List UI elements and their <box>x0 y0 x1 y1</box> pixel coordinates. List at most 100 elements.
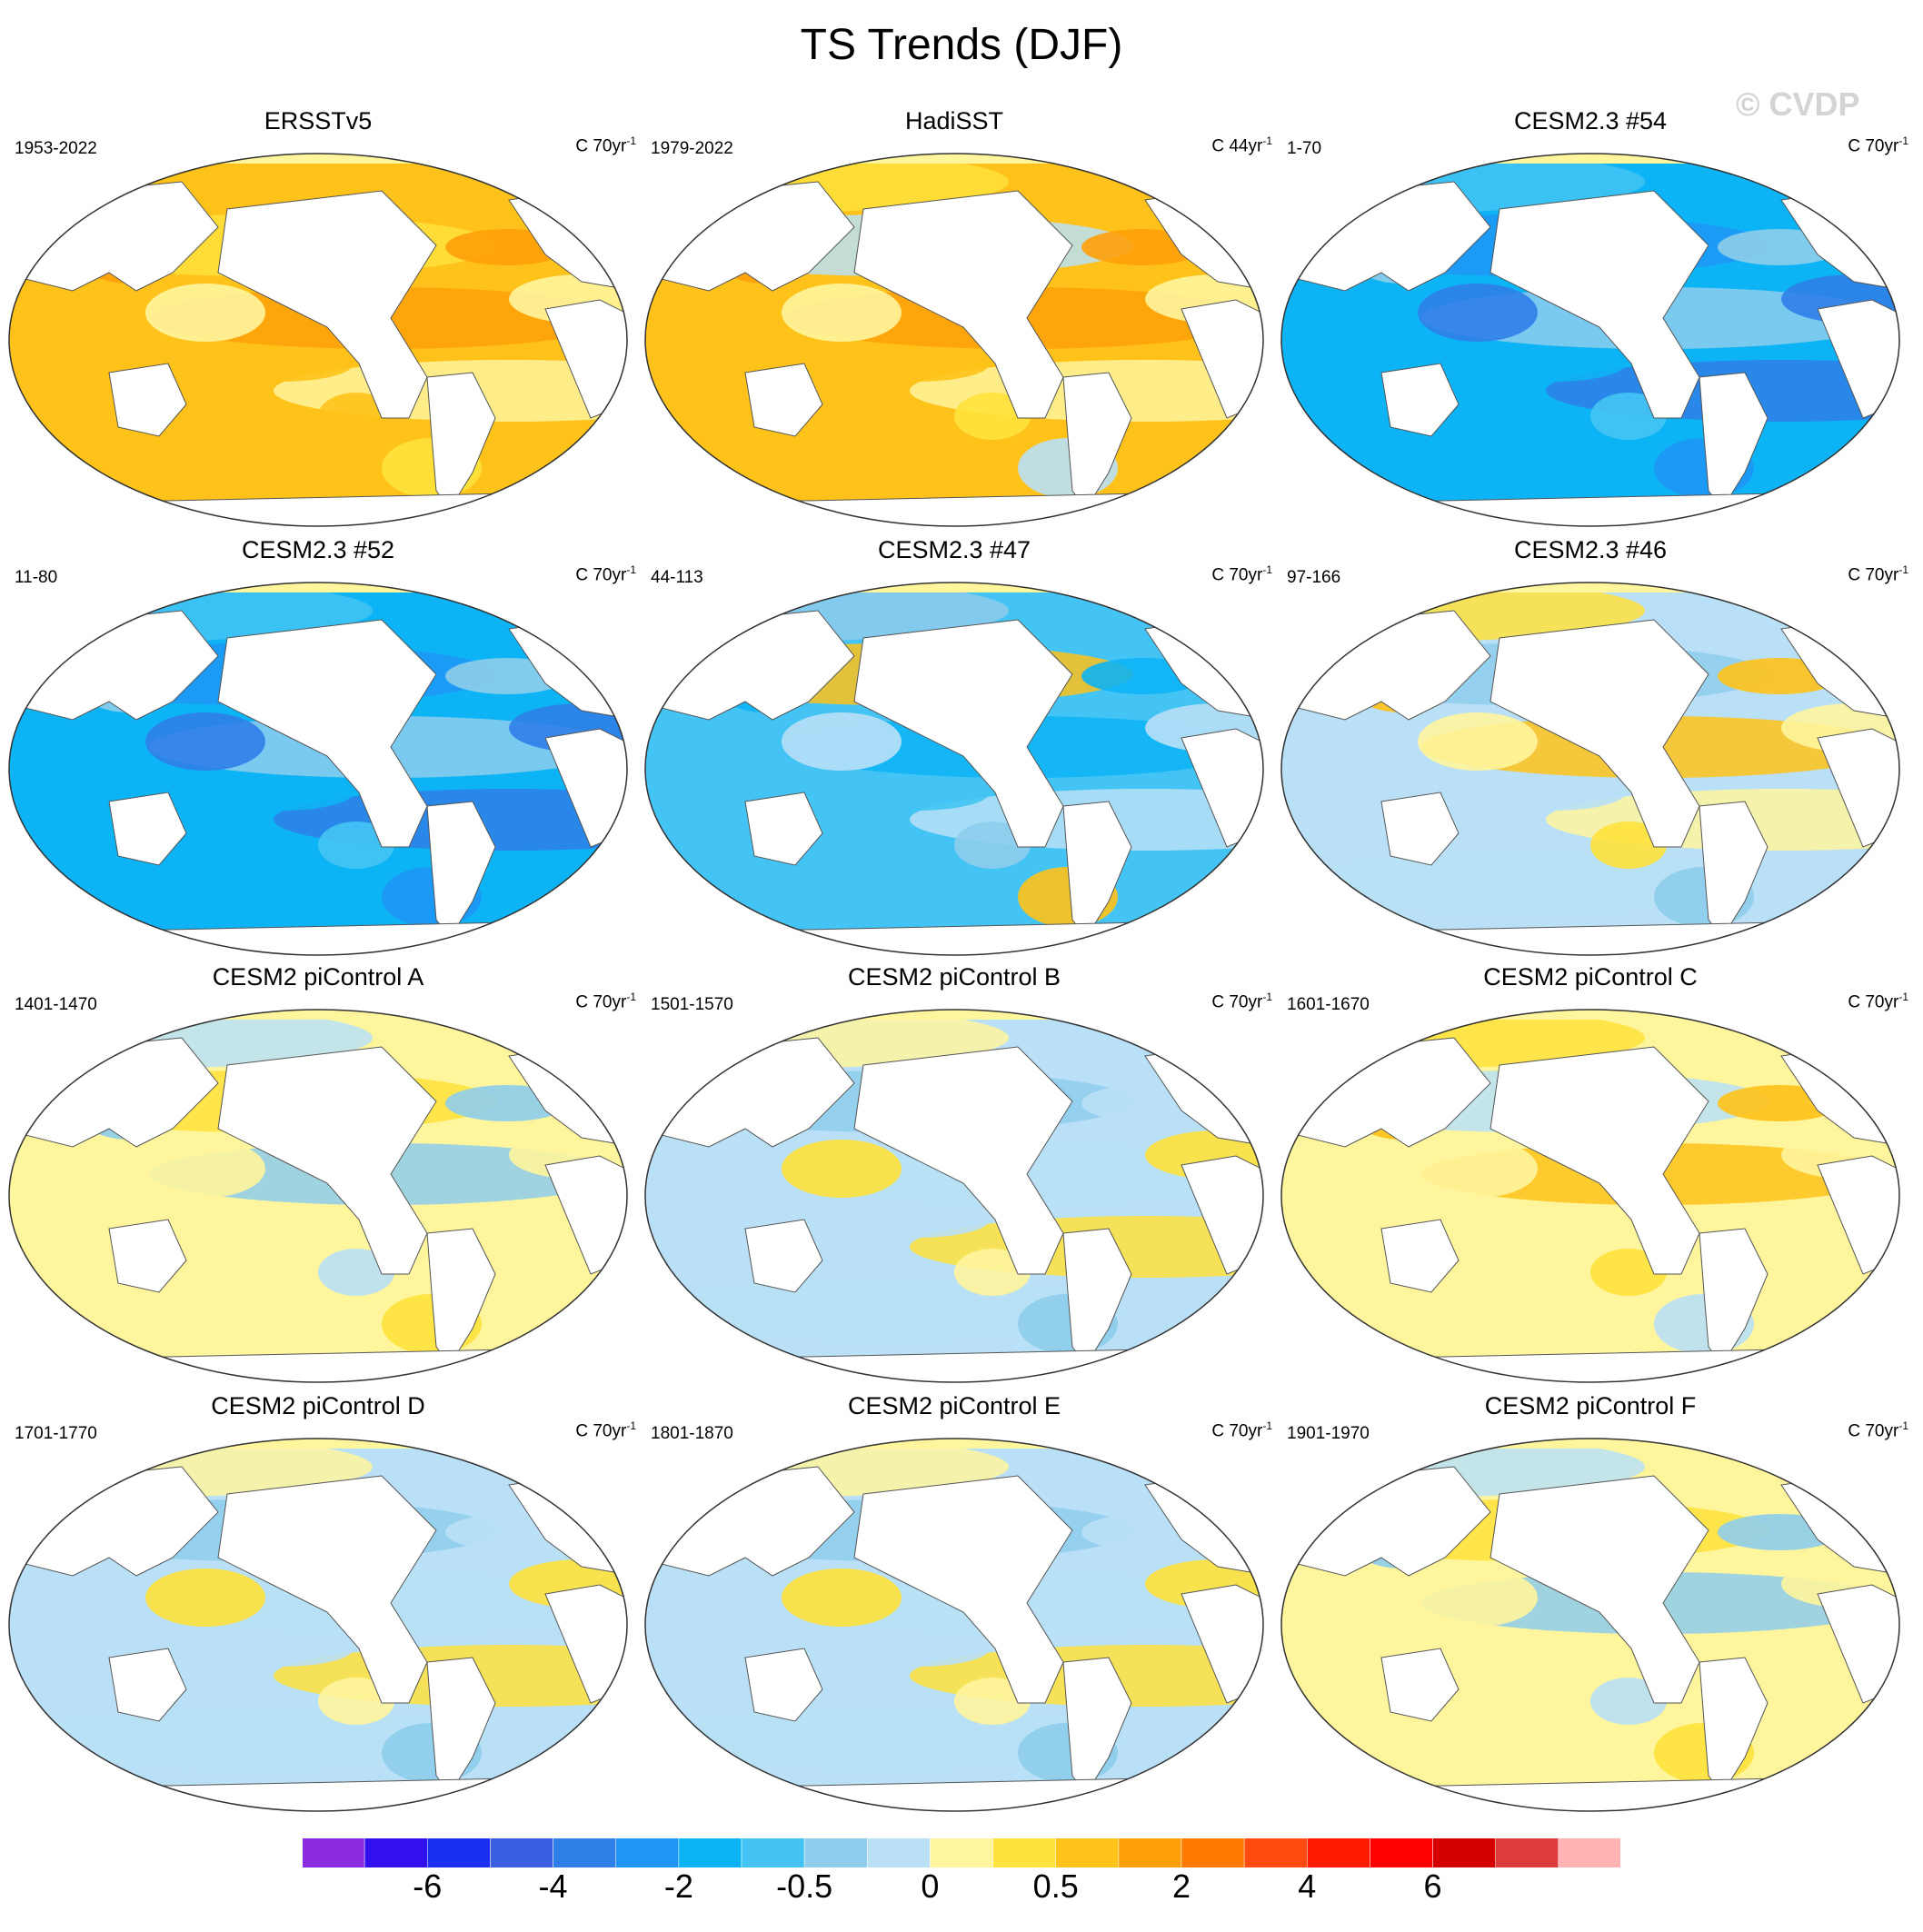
map-panel: CESM2 piControl D 1701-1770 C 70yr-1 <box>0 1392 636 1819</box>
trend-blob <box>318 1249 394 1296</box>
landmass <box>9 1346 627 1382</box>
arctic-band <box>645 1010 1263 1020</box>
landmass <box>217 1046 437 1275</box>
panel-period: 44-113 <box>651 568 703 587</box>
map-outline <box>8 1438 628 1812</box>
trend-band <box>16 423 489 485</box>
arctic-band <box>1281 583 1899 593</box>
trend-blob <box>845 1632 989 1667</box>
landmass <box>1699 801 1769 939</box>
trend-blob <box>1481 1632 1625 1667</box>
trend-blob <box>782 284 902 342</box>
panel-units-text: C 70yr <box>1848 136 1899 156</box>
arctic-band <box>9 154 627 164</box>
colorbar-swatch <box>1432 1837 1496 1868</box>
panel-period: 1401-1470 <box>15 995 97 1014</box>
landmass <box>1380 792 1460 866</box>
landmass <box>1699 372 1769 510</box>
landmass <box>108 363 187 437</box>
arctic-band <box>9 1439 627 1449</box>
landmass <box>744 1219 823 1293</box>
colorbar-tick-label: -4 <box>538 1867 568 1905</box>
landmass <box>853 1475 1073 1704</box>
panel-period: 1901-1970 <box>1287 1424 1370 1443</box>
colorbar-swatch <box>741 1837 805 1868</box>
panel-units-exponent: -1 <box>1262 1419 1272 1432</box>
panel-units-text: C 70yr <box>1211 565 1263 585</box>
landmass <box>1062 1228 1132 1366</box>
panel-units-exponent: -1 <box>626 1419 636 1432</box>
landmass <box>108 792 187 866</box>
panel-units-text: C 70yr <box>1848 565 1899 585</box>
trend-blob <box>954 822 1031 869</box>
colorbar-swatch <box>1558 1837 1621 1868</box>
landmass <box>744 363 823 437</box>
landmass <box>9 919 627 955</box>
colorbar-tick-label: 6 <box>1423 1867 1442 1905</box>
panel-units: C 70yr-1 <box>1848 1419 1908 1441</box>
panel-units-text: C 70yr <box>1848 1421 1899 1441</box>
landmass <box>1380 1219 1460 1293</box>
trend-blob <box>145 712 265 771</box>
panel-units-exponent: -1 <box>1262 563 1272 576</box>
panel-units: C 70yr-1 <box>1211 1419 1272 1441</box>
landmass <box>853 190 1073 419</box>
colorbar-swatch <box>867 1837 931 1868</box>
trend-blob <box>1590 393 1667 440</box>
map-panel: CESM2.3 #47 44-113 C 70yr-1 <box>636 536 1272 963</box>
landmass <box>217 1475 437 1704</box>
panel-units-exponent: -1 <box>1898 134 1908 147</box>
landmass <box>544 1155 627 1275</box>
trend-blob <box>1418 284 1538 342</box>
panel-title: CESM2 piControl D <box>211 1392 425 1419</box>
trend-blob <box>709 1176 789 1238</box>
trend-band <box>653 1280 1125 1341</box>
map-plot <box>1280 582 1900 956</box>
map-plot <box>8 1438 628 1812</box>
trend-band <box>653 1708 1125 1770</box>
map-plot <box>644 1438 1264 1812</box>
landmass <box>426 1657 496 1795</box>
panel-units-text: C 70yr <box>575 565 627 585</box>
landmass <box>1281 1775 1899 1811</box>
panel-units: C 70yr-1 <box>1848 991 1908 1012</box>
panel-period: 1601-1670 <box>1287 995 1370 1014</box>
trend-blob <box>1418 712 1538 771</box>
panel-units: C 70yr-1 <box>1848 563 1908 585</box>
panel-units: C 70yr-1 <box>575 563 636 585</box>
landmass <box>1181 728 1263 848</box>
colorbar-tick-label: 2 <box>1171 1867 1191 1905</box>
map-outline <box>1280 1438 1900 1812</box>
trend-band <box>16 1280 489 1341</box>
map-outline <box>8 153 628 527</box>
panel-title: CESM2 piControl A <box>212 963 424 991</box>
trend-blob <box>1418 1569 1538 1627</box>
colorbar-swatch <box>1370 1837 1433 1868</box>
trend-blob <box>845 776 989 811</box>
colorbar-swatch <box>930 1837 993 1868</box>
trend-blob <box>209 1203 353 1238</box>
map-plot <box>1280 153 1900 527</box>
landmass <box>1062 372 1132 510</box>
panel-period: 97-166 <box>1287 568 1341 587</box>
landmass <box>544 1584 627 1704</box>
panel-title: CESM2.3 #46 <box>1513 536 1668 563</box>
colorbar-swatch <box>678 1837 742 1868</box>
trend-blob <box>1590 1249 1667 1296</box>
trend-blob <box>1345 1176 1425 1238</box>
trend-blob <box>954 1678 1031 1725</box>
trend-blob <box>145 1569 265 1627</box>
trend-blob <box>1590 822 1667 869</box>
map-panel: CESM2 piControl A 1401-1470 C 70yr-1 <box>0 963 636 1390</box>
panel-units-exponent: -1 <box>1262 134 1272 147</box>
arctic-band <box>9 1010 627 1020</box>
landmass <box>544 728 627 848</box>
trend-band <box>1289 852 1761 914</box>
landmass <box>1817 1155 1899 1275</box>
map-panel: CESM2 piControl C 1601-1670 C 70yr-1 <box>1272 963 1908 1390</box>
trend-blob <box>782 1140 902 1198</box>
panel-period: 1-70 <box>1287 139 1322 158</box>
landmass <box>9 490 627 526</box>
landmass <box>217 190 437 419</box>
trend-blob <box>845 1203 989 1238</box>
